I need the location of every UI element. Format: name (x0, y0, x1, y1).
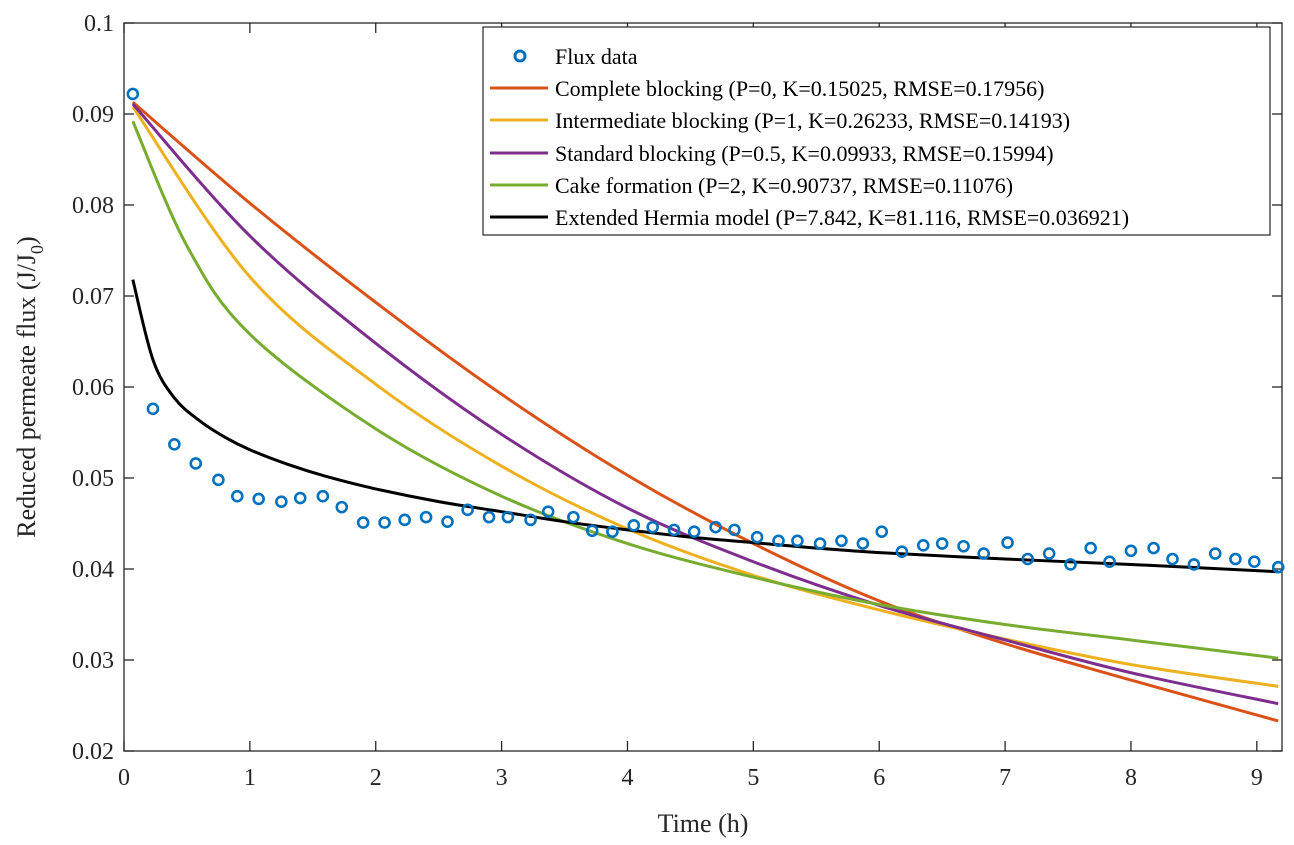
flux-data-point (1229, 552, 1242, 566)
x-tick-label: 8 (1125, 765, 1137, 791)
flux-data-point (378, 516, 391, 529)
x-tick-label: 9 (1251, 765, 1263, 791)
axis-ticks: 0 1 2 3 4 5 6 7 8 9 0.02 0.03 0.04 0.05 0.06 0.07 0.08 0.… (72, 11, 1282, 791)
x-tick-label: 1 (244, 765, 256, 791)
flux-data-point (1248, 555, 1261, 569)
series-line-0 (131, 101, 1279, 723)
flux-data-point (627, 519, 641, 532)
x-tick-label: 2 (370, 765, 382, 791)
flux-data-point (524, 513, 537, 527)
x-tick-label: 4 (621, 765, 633, 791)
flux-data-point (146, 402, 160, 416)
flux-data-point (275, 495, 288, 508)
flux-data-point (1147, 541, 1160, 555)
flux-data-point (1001, 536, 1014, 549)
flux-data-point (709, 520, 722, 534)
x-axis-label: Time (h) (658, 809, 749, 838)
y-axis-label: Reduced permeate flux (J/J0) (12, 236, 47, 537)
x-tick-label: 7 (999, 765, 1011, 791)
flux-data-points (126, 87, 1285, 574)
flux-data-point (606, 525, 619, 538)
flux-data-point (212, 473, 225, 487)
y-tick-label: 0.05 (72, 466, 114, 492)
flux-data-point (461, 503, 474, 517)
flux-data-point (441, 515, 454, 528)
flux-data-point (772, 534, 785, 548)
flux-data-point (316, 489, 330, 503)
flux-data-point (1064, 558, 1077, 571)
flux-data-point (1084, 541, 1097, 555)
legend-marker-flux-data (513, 49, 527, 63)
flux-data-point (419, 510, 433, 524)
flux-data-point (1124, 544, 1138, 558)
y-tick-label: 0.03 (72, 648, 114, 674)
legend-label-complete-blocking: Complete blocking (P=0, K=0.15025, RMSE=… (555, 76, 1044, 101)
y-tick-label: 0.08 (72, 193, 114, 219)
legend-label-flux-data: Flux data (555, 44, 638, 69)
flux-data-point (398, 513, 411, 527)
legend-label-intermediate-blocking: Intermediate blocking (P=1, K=0.26233, R… (555, 108, 1070, 133)
flux-data-point (791, 534, 804, 548)
flux-data-point (1042, 547, 1056, 560)
legend-label-extended-hermia: Extended Hermia model (P=7.842, K=81.116… (555, 205, 1129, 230)
flux-data-point (875, 525, 889, 538)
flux-data-point (567, 510, 580, 524)
flux-data-point (977, 547, 990, 560)
flux-data-point (126, 87, 140, 101)
series-line-1 (131, 105, 1279, 688)
flux-data-point (482, 510, 496, 524)
flux-data-point (916, 539, 930, 552)
x-tick-label: 3 (496, 765, 508, 791)
flux-data-point (750, 530, 764, 544)
flux-data-point (957, 539, 970, 553)
x-tick-label: 5 (747, 765, 759, 791)
flux-data-point (935, 537, 949, 550)
flux-data-point (501, 510, 515, 524)
x-tick-label: 0 (118, 765, 130, 791)
series-lines (131, 101, 1279, 723)
legend-label-cake-formation: Cake formation (P=2, K=0.90737, RMSE=0.1… (555, 173, 1013, 198)
flux-data-point (728, 523, 741, 537)
y-tick-label: 0.07 (72, 284, 114, 310)
flux-data-point (1166, 552, 1179, 566)
y-tick-label: 0.04 (72, 557, 114, 583)
flux-data-point (667, 523, 681, 537)
flux-data-point (168, 438, 181, 451)
flux-data-point (252, 492, 265, 506)
legend: Flux data Complete blocking (P=0, K=0.15… (482, 26, 1271, 236)
flux-data-point (1103, 555, 1116, 569)
flux-data-point (856, 537, 870, 550)
flux-data-point (1208, 547, 1222, 560)
flux-data-point (293, 491, 307, 505)
flux-data-point (356, 516, 370, 529)
series-line-3 (131, 120, 1279, 660)
y-tick-label: 0.02 (72, 739, 114, 765)
legend-box (482, 26, 1271, 236)
flux-data-point (335, 500, 349, 514)
y-tick-label: 0.1 (84, 11, 114, 37)
flux-data-point (813, 537, 827, 550)
flux-data-point (835, 534, 848, 548)
flux-data-point (646, 520, 659, 534)
y-tick-label: 0.06 (72, 375, 114, 401)
flux-data-point (895, 545, 909, 559)
flux-data-point (189, 457, 203, 470)
flux-data-point (1187, 558, 1201, 571)
flux-data-point (687, 525, 701, 538)
flux-data-point (230, 489, 244, 503)
x-tick-label: 6 (873, 765, 885, 791)
flux-data-point (541, 505, 555, 518)
flux-data-point (585, 524, 599, 538)
series-line-4 (131, 279, 1279, 574)
legend-label-standard-blocking: Standard blocking (P=0.5, K=0.09933, RMS… (555, 141, 1054, 166)
flux-data-point (1271, 560, 1285, 574)
y-tick-label: 0.09 (72, 102, 114, 128)
flux-data-point (1021, 552, 1035, 566)
